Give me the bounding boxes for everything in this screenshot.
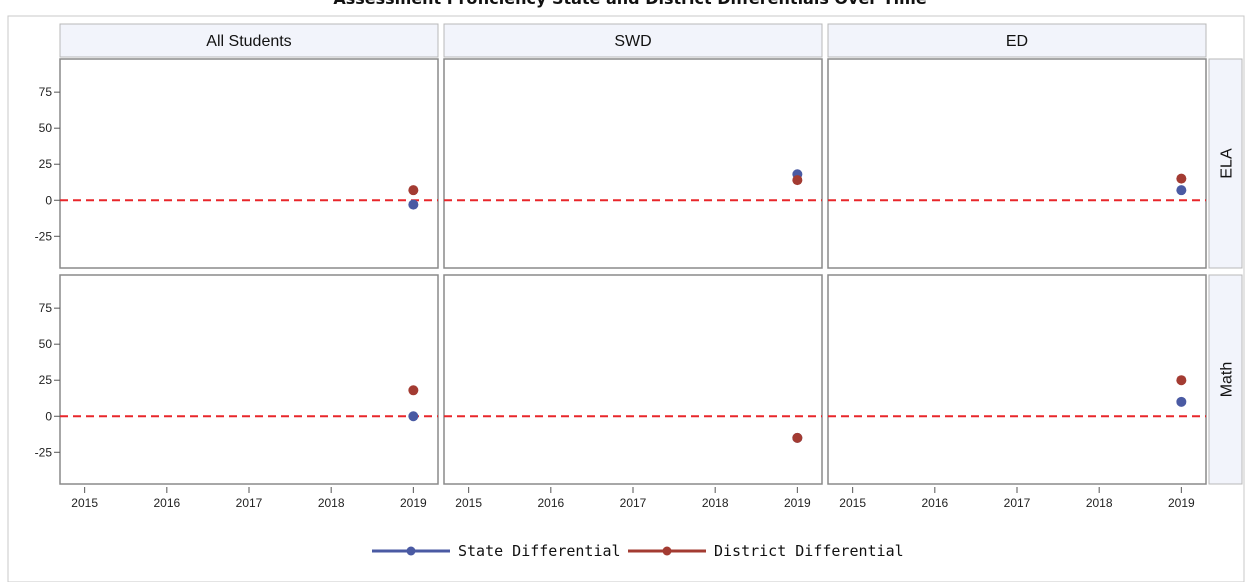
column-header-label: ED — [1006, 33, 1028, 50]
legend-marker — [406, 546, 416, 556]
x-tick-label: 2017 — [620, 496, 647, 510]
district-differential-point — [408, 185, 419, 196]
y-tick-label: 0 — [45, 409, 52, 423]
x-tick-label: 2019 — [784, 496, 811, 510]
y-tick-label: 50 — [39, 337, 53, 351]
district-differential-point — [1176, 375, 1187, 386]
x-tick-label: 2018 — [702, 496, 729, 510]
state-differential-point — [408, 199, 419, 210]
y-tick-label: 25 — [39, 373, 53, 387]
row-header-cell — [1208, 274, 1243, 485]
row-header-label: Math — [1219, 362, 1236, 398]
x-tick-label: 2019 — [400, 496, 427, 510]
panel-frame — [59, 274, 439, 485]
y-tick-label: 75 — [39, 301, 53, 315]
outer-frame — [7, 15, 1245, 582]
x-tick-label: 2016 — [921, 496, 948, 510]
district-differential-point — [792, 432, 803, 443]
column-header-label: SWD — [614, 33, 651, 50]
x-tick-label: 2015 — [71, 496, 98, 510]
x-tick-label: 2016 — [537, 496, 564, 510]
row-header-label: ELA — [1219, 148, 1236, 179]
column-header-label: All Students — [206, 33, 291, 50]
panel-frame — [59, 58, 439, 269]
y-tick-label: -25 — [35, 445, 53, 459]
column-header-cell — [443, 23, 823, 58]
x-tick-label: 2017 — [236, 496, 263, 510]
x-tick-label: 2018 — [318, 496, 345, 510]
district-differential-point — [1176, 173, 1187, 184]
district-differential-point — [408, 385, 419, 396]
legend-marker — [662, 546, 672, 556]
y-tick-label: 50 — [39, 121, 53, 135]
panel-frame — [827, 58, 1207, 269]
state-differential-point — [408, 411, 419, 422]
panel-frame — [827, 274, 1207, 485]
state-differential-point — [1176, 396, 1187, 407]
panel-frame — [443, 58, 823, 269]
x-tick-label: 2016 — [153, 496, 180, 510]
legend-label: State Differential — [458, 542, 621, 560]
y-tick-label: 75 — [39, 85, 53, 99]
legend-label: District Differential — [714, 542, 904, 560]
state-differential-point — [1176, 185, 1187, 196]
x-tick-label: 2015 — [839, 496, 866, 510]
y-tick-label: -25 — [35, 229, 53, 243]
column-header-cell — [59, 23, 439, 58]
row-header-cell — [1208, 58, 1243, 269]
x-tick-label: 2017 — [1004, 496, 1031, 510]
district-differential-point — [792, 175, 803, 186]
chart-title: Assessment Proficiency State and Distric… — [333, 0, 927, 8]
x-tick-label: 2019 — [1168, 496, 1195, 510]
panel-grid: All Students SWD ED ELA Math 75 50 25 0 -25 75 50 25… — [35, 23, 1243, 510]
y-tick-label: 25 — [39, 157, 53, 171]
legend: State Differential District Differential — [372, 542, 904, 560]
column-header-cell — [827, 23, 1207, 58]
panel-frame — [443, 274, 823, 485]
x-tick-label: 2018 — [1086, 496, 1113, 510]
x-tick-label: 2015 — [455, 496, 482, 510]
y-tick-label: 0 — [45, 193, 52, 207]
